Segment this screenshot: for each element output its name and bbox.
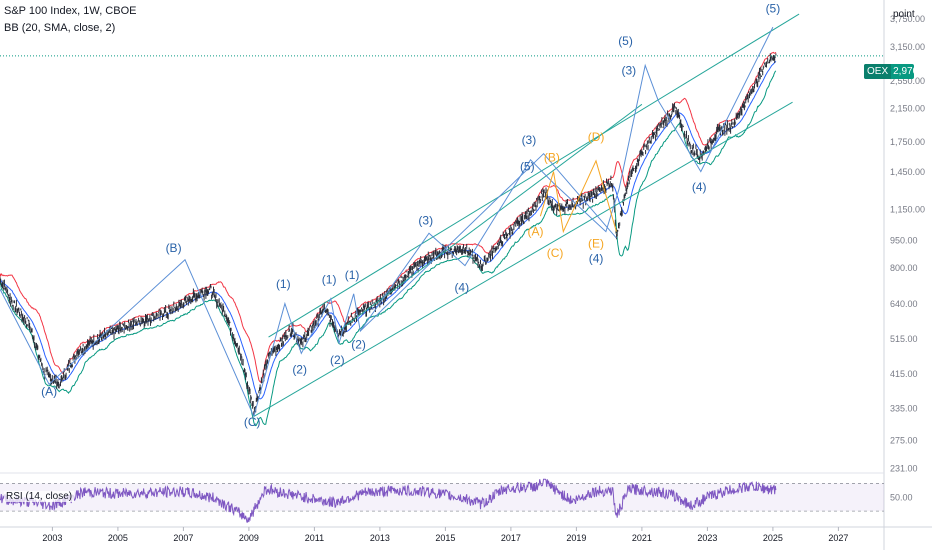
last-price-value: 2,970.92	[893, 66, 932, 77]
wave-label: (2)	[351, 337, 366, 351]
wave-label: (B)	[544, 150, 560, 164]
y-tick-label: 2,150.00	[890, 104, 925, 114]
wave-label: (3)	[418, 213, 433, 227]
wave-label: (B)	[166, 241, 182, 255]
wave-label: (4)	[589, 252, 604, 266]
elliott-wave-line	[253, 26, 774, 417]
y-tick-label: 1,750.00	[890, 137, 925, 147]
x-tick-label: 2025	[763, 533, 783, 543]
x-tick-label: 2017	[501, 533, 521, 543]
y-tick-label: 335.00	[890, 404, 918, 414]
wave-label: (C)	[244, 415, 261, 429]
bb-upper-line	[0, 51, 777, 383]
rsi-tick-label: 50.00	[890, 492, 913, 502]
y-tick-label: 950.00	[890, 235, 918, 245]
y-tick-label: 640.00	[890, 299, 918, 309]
bollinger-legend[interactable]: BB (20, SMA, close, 2)	[4, 22, 116, 34]
x-tick-label: 2013	[370, 533, 390, 543]
wave-label: (E)	[588, 237, 604, 251]
wave-label: (1)	[276, 277, 291, 291]
bb-basis-line	[0, 60, 777, 400]
y-tick-label: 1,450.00	[890, 167, 925, 177]
x-tick-label: 2003	[42, 533, 62, 543]
y-tick-label: 1,150.00	[890, 205, 925, 215]
channel-line	[253, 101, 793, 417]
price-scale-unit: point	[893, 9, 915, 20]
x-tick-label: 2023	[697, 533, 717, 543]
x-tick-label: 2019	[566, 533, 586, 543]
rsi-legend[interactable]: RSI (14, close)	[4, 491, 75, 502]
x-tick-label: 2007	[173, 533, 193, 543]
y-tick-label: 515.00	[890, 334, 918, 344]
wave-label: (D)	[588, 130, 605, 144]
y-tick-label: 275.00	[890, 435, 918, 445]
wave-label: (C)	[547, 246, 564, 260]
bb-lower-line	[0, 70, 777, 427]
y-tick-label: 231.00	[890, 464, 918, 474]
x-tick-label: 2009	[239, 533, 259, 543]
rsi-line	[0, 478, 777, 523]
last-price-symbol: OEX	[864, 64, 892, 79]
price-bars	[0, 53, 777, 417]
channel-line	[340, 103, 643, 330]
wave-label: (3)	[522, 133, 537, 147]
y-tick-label: 3,150.00	[890, 42, 925, 52]
wave-label: (2)	[292, 362, 307, 376]
wave-label: (5)	[766, 1, 781, 15]
x-tick-label: 2015	[435, 533, 455, 543]
elliott-abcde-line	[539, 159, 617, 234]
x-tick-label: 2011	[305, 533, 324, 543]
elliott-wave-line	[0, 258, 255, 417]
last-price-badge: OEX 2,970.92	[864, 64, 932, 79]
wave-label: (4)	[692, 180, 707, 194]
wave-label: (2)	[330, 353, 345, 367]
x-tick-label: 2005	[108, 533, 128, 543]
y-tick-label: 800.00	[890, 263, 918, 273]
elliott-wave-line	[359, 152, 617, 332]
y-tick-label: 3,750.00	[890, 14, 925, 24]
wave-label: (A)	[527, 225, 543, 239]
y-tick-label: 2,550.00	[890, 76, 925, 86]
x-tick-label: 2021	[632, 533, 652, 543]
wave-label: (4)	[454, 280, 469, 294]
wave-label: (3)	[621, 64, 636, 78]
channel-line	[268, 13, 800, 338]
wave-label: (1)	[345, 268, 360, 282]
wave-label: (A)	[41, 385, 57, 399]
chart-title: S&P 100 Index, 1W, CBOE	[4, 5, 137, 17]
x-tick-label: 2027	[828, 533, 848, 543]
wave-label: (5)	[520, 159, 535, 173]
y-tick-label: 415.00	[890, 369, 918, 379]
wave-label: (1)	[322, 272, 337, 286]
wave-label: (5)	[618, 34, 633, 48]
